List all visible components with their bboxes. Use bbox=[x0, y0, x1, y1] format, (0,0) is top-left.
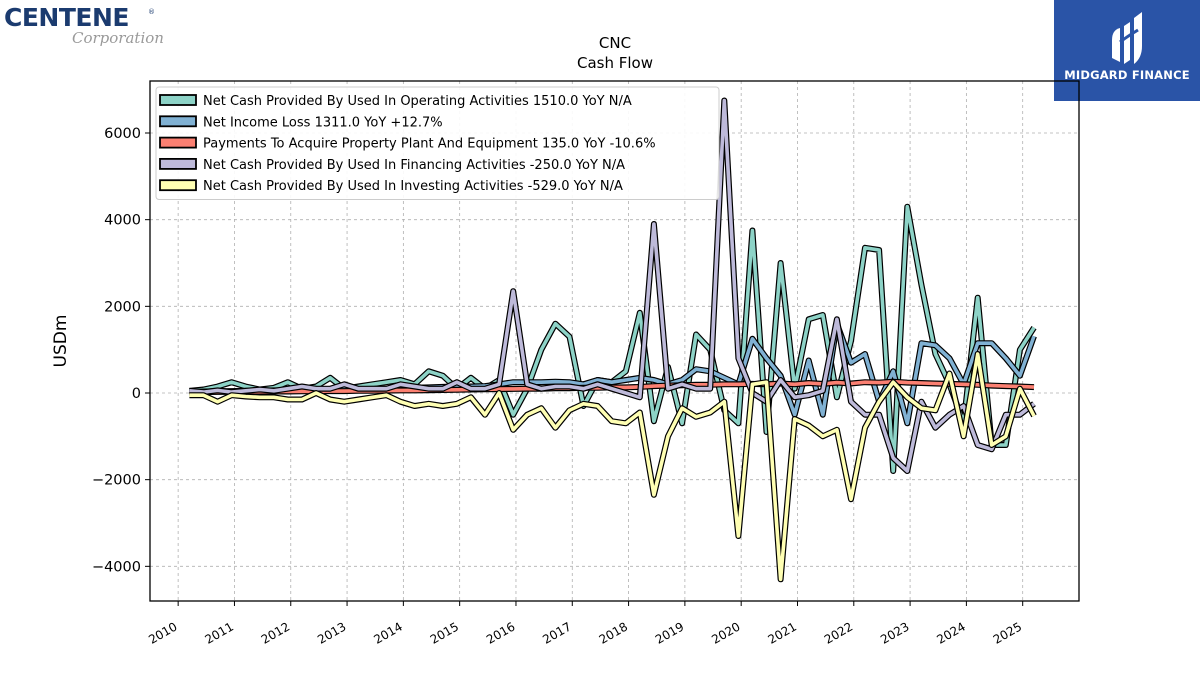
x-tick-label: 2010 bbox=[146, 619, 179, 646]
midgard-finance-name: MIDGARD FINANCE bbox=[1064, 68, 1190, 82]
series-lines bbox=[189, 97, 1037, 583]
legend-swatch-4 bbox=[159, 179, 197, 192]
x-tick-label: 2017 bbox=[540, 619, 573, 646]
x-tick-label: 2019 bbox=[653, 619, 686, 646]
centene-logo-subtitle: Corporation bbox=[72, 29, 164, 47]
centene-logo: CENTENE ® Corporation bbox=[4, 3, 179, 47]
x-tick-label: 2018 bbox=[597, 619, 630, 646]
centene-logo-registered-mark: ® bbox=[148, 8, 155, 16]
chart-subtitle: Cash Flow bbox=[577, 54, 653, 72]
y-tick-label: 4000 bbox=[104, 213, 141, 229]
series-line-3 bbox=[189, 98, 1036, 473]
x-tick-label: 2012 bbox=[259, 619, 292, 646]
y-tick-label: 2000 bbox=[104, 299, 141, 315]
x-tick-label: 2024 bbox=[934, 619, 967, 646]
midgard-finance-logo: MIDGARD FINANCE bbox=[1054, 0, 1200, 101]
y-tick-label: 6000 bbox=[104, 126, 141, 142]
plot-frame bbox=[149, 80, 1080, 602]
y-tick-label: −2000 bbox=[92, 473, 141, 489]
legend: Net Cash Provided By Used In Operating A… bbox=[155, 86, 720, 200]
legend-label-1: Net Income Loss 1311.0 YoY +12.7% bbox=[203, 115, 443, 130]
chart-title: CNC bbox=[599, 34, 631, 52]
legend-label-3: Net Cash Provided By Used In Financing A… bbox=[203, 158, 625, 173]
series-line-4 bbox=[189, 352, 1036, 582]
series-outline-0 bbox=[189, 203, 1037, 474]
series-outline-1 bbox=[189, 320, 1037, 427]
x-tick-label: 2023 bbox=[878, 619, 911, 646]
legend-label-2: Payments To Acquire Property Plant And E… bbox=[203, 137, 656, 152]
legend-label-0: Net Cash Provided By Used In Operating A… bbox=[203, 94, 632, 109]
x-tick-label: 2013 bbox=[315, 619, 348, 646]
centene-logo-wordmark: CENTENE bbox=[4, 3, 129, 32]
legend-swatch-0 bbox=[159, 94, 197, 106]
y-tick-label: −4000 bbox=[92, 559, 141, 575]
x-tick-label: 2021 bbox=[766, 619, 799, 646]
x-tick-label: 2025 bbox=[991, 619, 1024, 646]
legend-label-4: Net Cash Provided By Used In Investing A… bbox=[203, 179, 623, 194]
x-tick-label: 2011 bbox=[203, 619, 236, 646]
x-tick-label: 2014 bbox=[371, 619, 404, 646]
y-axis-label: USDm bbox=[51, 315, 71, 368]
legend-swatch-3 bbox=[159, 157, 197, 170]
x-tick-label: 2020 bbox=[709, 619, 742, 646]
x-tick-label: 2016 bbox=[484, 619, 517, 646]
midgard-finance-emblem-icon bbox=[1112, 12, 1142, 64]
legend-box bbox=[155, 86, 720, 200]
x-tick-label: 2015 bbox=[428, 619, 461, 646]
legend-swatch-1 bbox=[159, 115, 197, 128]
legend-swatch-2 bbox=[159, 136, 197, 149]
y-tick-label: 0 bbox=[132, 386, 141, 402]
x-tick-label: 2022 bbox=[822, 619, 855, 646]
